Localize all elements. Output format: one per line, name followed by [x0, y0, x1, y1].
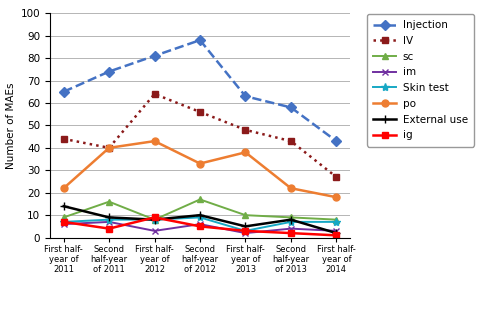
ig — [242, 229, 248, 233]
ig — [197, 224, 203, 228]
Line: ig: ig — [60, 214, 340, 239]
Injection — [152, 54, 158, 58]
im — [152, 229, 158, 233]
im — [242, 231, 248, 235]
im — [334, 229, 340, 233]
External use — [334, 231, 340, 235]
po — [197, 162, 203, 166]
Skin test — [152, 218, 158, 222]
im — [106, 220, 112, 224]
Y-axis label: Number of MAEs: Number of MAEs — [6, 82, 16, 169]
External use — [106, 215, 112, 219]
po — [60, 186, 66, 190]
Line: IV: IV — [60, 90, 340, 181]
sc — [288, 215, 294, 219]
Skin test — [288, 220, 294, 224]
im — [197, 222, 203, 226]
Skin test — [106, 218, 112, 222]
sc — [152, 218, 158, 222]
Skin test — [334, 220, 340, 224]
IV — [106, 146, 112, 150]
ig — [152, 215, 158, 219]
im — [288, 227, 294, 231]
Line: po: po — [60, 138, 340, 201]
IV — [288, 139, 294, 143]
ig — [106, 227, 112, 231]
po — [288, 186, 294, 190]
Line: Skin test: Skin test — [60, 213, 340, 235]
sc — [197, 197, 203, 201]
IV — [152, 92, 158, 96]
sc — [60, 215, 66, 219]
ig — [60, 220, 66, 224]
Line: Injection: Injection — [60, 37, 340, 145]
im — [60, 222, 66, 226]
po — [334, 195, 340, 199]
sc — [242, 213, 248, 217]
External use — [197, 213, 203, 217]
po — [152, 139, 158, 143]
Legend: Injection, IV, sc, im, Skin test, po, External use, ig: Injection, IV, sc, im, Skin test, po, Ex… — [367, 14, 474, 147]
External use — [152, 218, 158, 222]
IV — [60, 137, 66, 141]
Injection — [197, 38, 203, 42]
IV — [334, 175, 340, 179]
Injection — [288, 106, 294, 110]
Skin test — [60, 220, 66, 224]
Line: External use: External use — [60, 202, 340, 237]
po — [242, 150, 248, 154]
Skin test — [197, 215, 203, 219]
po — [106, 146, 112, 150]
ig — [334, 233, 340, 237]
Injection — [334, 139, 340, 143]
sc — [334, 218, 340, 222]
External use — [288, 218, 294, 222]
Skin test — [242, 229, 248, 233]
External use — [60, 204, 66, 208]
External use — [242, 224, 248, 228]
IV — [197, 110, 203, 114]
Injection — [106, 70, 112, 74]
sc — [106, 200, 112, 204]
ig — [288, 231, 294, 235]
Line: sc: sc — [60, 196, 340, 223]
Injection — [242, 94, 248, 98]
Injection — [60, 90, 66, 94]
Line: im: im — [60, 218, 340, 237]
IV — [242, 128, 248, 132]
